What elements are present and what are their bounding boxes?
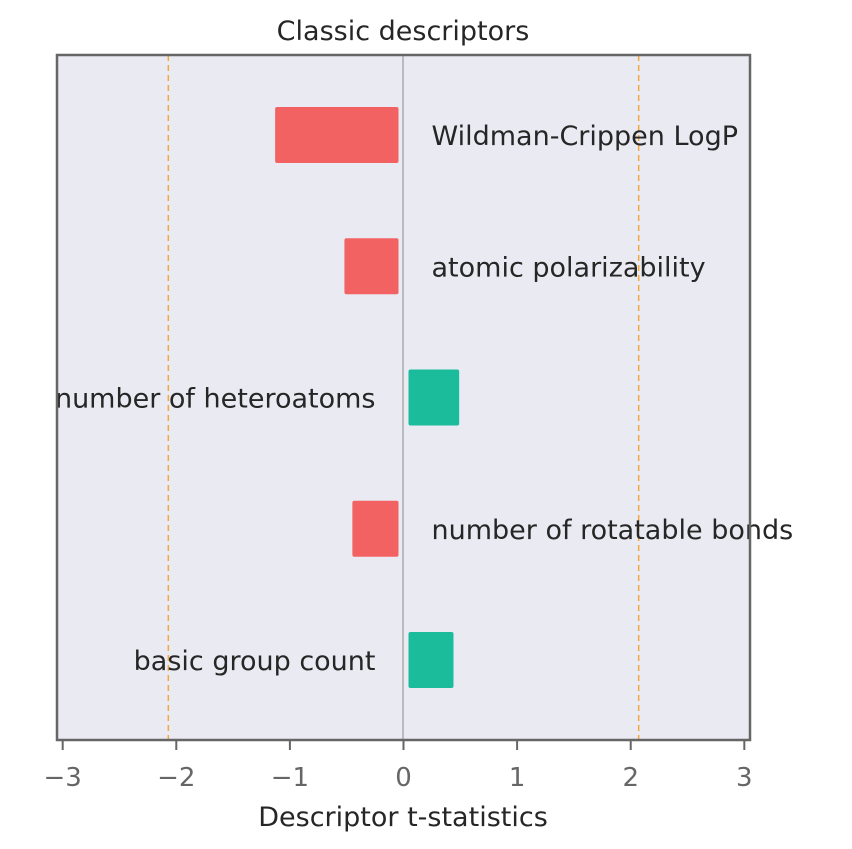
bar-label-1: atomic polarizability — [432, 252, 706, 283]
bar-0 — [275, 107, 399, 163]
bar-3 — [352, 500, 399, 557]
bar-label-4: basic group count — [134, 646, 376, 677]
x-tick-label-3: 0 — [395, 763, 412, 793]
x-tick-label-2: −1 — [271, 763, 309, 793]
bar-4 — [408, 632, 454, 688]
bar-label-3: number of rotatable bonds — [432, 515, 794, 546]
chart-title: Classic descriptors — [277, 16, 530, 47]
x-tick-label-5: 2 — [622, 763, 639, 793]
bar-label-2: number of heteroatoms — [55, 384, 376, 415]
x-tick-label-4: 1 — [509, 763, 526, 793]
bar-1 — [344, 238, 399, 295]
x-tick-label-0: −3 — [44, 763, 82, 793]
bar-2 — [408, 369, 460, 426]
bar-label-0: Wildman-Crippen LogP — [432, 121, 739, 152]
x-tick-label-1: −2 — [157, 763, 195, 793]
x-tick-label-6: 3 — [736, 763, 753, 793]
x-axis-label: Descriptor t-statistics — [258, 802, 548, 833]
